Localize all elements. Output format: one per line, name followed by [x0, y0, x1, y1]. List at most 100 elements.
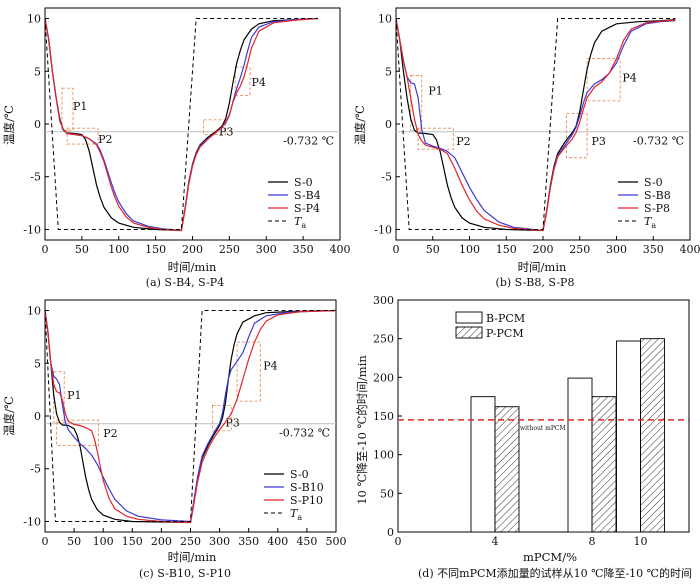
- bar-b-pcm: [616, 340, 641, 533]
- x-tick-label: 250: [180, 535, 201, 548]
- annotation-box: [410, 75, 423, 131]
- legend-label: Ta: [644, 215, 656, 230]
- reference-line-label: without mPCM: [520, 425, 566, 432]
- series-line-ta: [44, 310, 336, 522]
- annotation-label: P4: [263, 359, 277, 372]
- x-tick-label: 200: [182, 243, 203, 256]
- legend-swatch: [455, 311, 483, 324]
- x-tick-label: 100: [108, 243, 129, 256]
- annotation-label: P2: [103, 427, 117, 440]
- series-line-s-0: [395, 18, 676, 232]
- y-tick-label: 0: [385, 118, 392, 131]
- series-line-s-p10: [44, 309, 337, 524]
- annotation-label: P4: [252, 76, 266, 89]
- annotation-box: [61, 87, 74, 131]
- x-tick-label: 350: [643, 243, 664, 256]
- panel-d-caption: (d) 不同mPCM添加量的试样从10 ℃降至-10 ℃的时间: [418, 566, 692, 580]
- legend-label: S-B4: [294, 189, 321, 202]
- panel-b-ylabel: 温度/℃: [353, 105, 367, 145]
- y-tick-label: 10: [27, 305, 41, 318]
- series-line-s-0: [44, 17, 318, 232]
- annotation-label: P3: [219, 125, 233, 138]
- annotation-box: [66, 127, 99, 145]
- y-tick-label: 5: [385, 65, 392, 78]
- panel-a: (a) S-B4, S-P4 时间/min 温度/℃ 0 50 100 150 200 2…: [2, 7, 351, 289]
- y-tick-label: -5: [381, 171, 392, 184]
- y-tick-label: 10: [27, 13, 41, 26]
- panel-c-caption: (c) S-B10, S-P10: [139, 567, 231, 580]
- panel-c-xlabel: 时间/min: [168, 550, 217, 564]
- panel-d: (d) 不同mPCM添加量的试样从10 ℃降至-10 ℃的时间 mPCM/% 1…: [355, 294, 692, 580]
- y-tick-label: 5: [34, 357, 41, 370]
- x-tick-label: 500: [326, 535, 347, 548]
- x-tick-label: 50: [75, 243, 89, 256]
- legend-label: S-P10: [290, 494, 323, 507]
- x-tick-label: 0: [395, 535, 402, 548]
- x-tick-label: 350: [238, 535, 259, 548]
- reference-line-label: -0.732 ℃: [279, 427, 330, 440]
- y-tick-label: 300: [373, 294, 394, 307]
- x-tick-label: 0: [42, 535, 49, 548]
- annotation-box: [56, 419, 99, 446]
- panel-b-xlabel: 时间/min: [518, 260, 567, 274]
- x-tick-label: 150: [122, 535, 143, 548]
- panel-b: (b) S-B8, S-P8 时间/min 温度/℃ 0 50 100 150 200 2…: [353, 7, 700, 289]
- series-line-s-b4: [44, 17, 318, 232]
- y-tick-label: -10: [374, 223, 392, 236]
- legend-label: Ta: [294, 215, 306, 230]
- annotation-box: [417, 127, 454, 150]
- legend-label: Ta: [290, 507, 302, 522]
- x-tick-label: 200: [533, 243, 554, 256]
- legend-label: B-PCM: [486, 312, 525, 325]
- annotation-box: [53, 371, 65, 423]
- x-tick-label: 150: [145, 243, 166, 256]
- x-tick-label: 450: [296, 535, 317, 548]
- annotation-label: P1: [67, 389, 81, 402]
- bar-p-pcm: [640, 338, 665, 533]
- panel-a-caption: (a) S-B4, S-P4: [146, 276, 224, 289]
- series-line-ta: [395, 18, 676, 230]
- panel-a-xlabel: 时间/min: [168, 260, 217, 274]
- y-tick-label: 0: [387, 526, 394, 539]
- reference-line-label: -0.732 ℃: [633, 135, 684, 148]
- annotation-box: [203, 119, 227, 135]
- legend-label: S-B10: [290, 481, 324, 494]
- y-tick-label: -10: [23, 223, 41, 236]
- reference-line-label: -0.732 ℃: [283, 135, 334, 148]
- legend-label: S-0: [290, 468, 309, 481]
- x-tick-label: 0: [393, 243, 400, 256]
- annotation-box: [234, 66, 251, 96]
- y-tick-label: 250: [373, 333, 394, 346]
- x-tick-label: 300: [606, 243, 627, 256]
- legend-swatch: [455, 326, 483, 339]
- y-tick-label: 0: [34, 118, 41, 131]
- y-tick-label: 5: [34, 65, 41, 78]
- annotation-label: P2: [98, 133, 112, 146]
- x-tick-label: 0: [42, 243, 49, 256]
- panel-c: (c) S-B10, S-P10 时间/min 温度/℃ 0 50 100 150 20…: [2, 299, 347, 580]
- x-tick-label: 4: [492, 535, 499, 548]
- x-tick-label: 350: [293, 243, 314, 256]
- x-tick-label: 400: [267, 535, 288, 548]
- y-tick-label: 200: [373, 371, 394, 384]
- annotation-box: [236, 341, 261, 402]
- x-tick-label: 200: [151, 535, 172, 548]
- panel-b-caption: (b) S-B8, S-P8: [496, 276, 575, 289]
- x-tick-label: 8: [589, 535, 596, 548]
- series-line-s-b10: [44, 309, 337, 523]
- panel-c-ylabel: 温度/℃: [2, 396, 16, 436]
- x-tick-label: 50: [426, 243, 440, 256]
- y-tick-label: 0: [34, 410, 41, 423]
- series-line-s-b8: [395, 18, 676, 232]
- y-tick-label: 10: [378, 13, 392, 26]
- annotation-label: P3: [225, 416, 239, 429]
- y-tick-label: 150: [373, 410, 394, 423]
- x-tick-label: 400: [330, 243, 351, 256]
- series-line-s-p8: [395, 18, 676, 232]
- panel-d-ylabel: 10 ℃降至-10 ℃的时间/min: [355, 355, 369, 505]
- bar-b-pcm: [470, 396, 496, 533]
- annotation-box: [586, 58, 621, 102]
- panel-d-xlabel: mPCM/%: [523, 550, 577, 564]
- bar-b-pcm: [567, 377, 593, 533]
